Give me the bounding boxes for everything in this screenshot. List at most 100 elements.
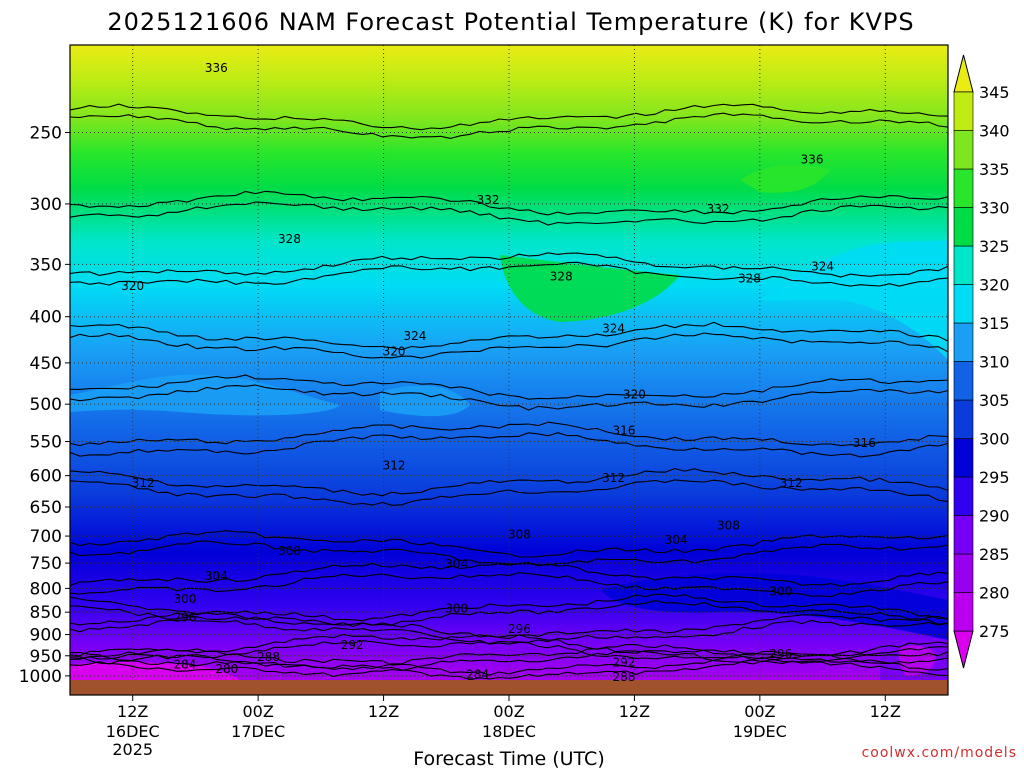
contour-line <box>70 374 948 400</box>
warm-intrusion-east <box>760 240 948 360</box>
contour-label: 332 <box>707 202 730 216</box>
x-tick-label: 12Z <box>117 702 148 721</box>
contour-line <box>70 112 948 139</box>
colorbar-label: 310 <box>979 353 1010 372</box>
contour-label: 312 <box>383 459 406 473</box>
contour-label: 288 <box>257 650 280 664</box>
colorbar-segment <box>953 476 974 516</box>
contour-label: 292 <box>613 655 636 669</box>
x-tick-label: 12Z <box>368 702 399 721</box>
colorbar-segment <box>953 168 974 208</box>
x-tick-label: 00Z <box>242 702 273 721</box>
contour-label: 328 <box>550 269 573 283</box>
contour-label: 312 <box>602 471 625 485</box>
contour-label: 304 <box>445 557 468 571</box>
contour-label: 312 <box>780 476 803 490</box>
contour-line <box>70 332 948 359</box>
y-tick-label: 550 <box>30 433 62 453</box>
x-axis-label: Forecast Time (UTC) <box>413 748 604 768</box>
field-features <box>70 164 948 680</box>
gridlines <box>70 45 948 695</box>
contour-label: 300 <box>769 584 792 598</box>
colorbar-label: 290 <box>979 507 1010 526</box>
contour-label: 320 <box>383 344 406 358</box>
contour-label: 292 <box>341 638 364 652</box>
y-tick-label: 400 <box>30 308 62 328</box>
colorbar: 275 280 285 290 295 300 305 310 315 320 325 330 335 3… <box>953 54 1010 669</box>
contour-label: 280 <box>215 662 238 676</box>
y-tick-label: 700 <box>30 527 62 547</box>
y-tick-label: 800 <box>30 579 62 599</box>
y-tick-label: 350 <box>30 255 62 275</box>
contour-label: 324 <box>602 321 625 335</box>
terrain-band <box>70 680 948 695</box>
colorbar-segment <box>953 553 974 593</box>
y-tick-label: 650 <box>30 498 62 518</box>
contour-label: 296 <box>174 611 197 625</box>
y-tick-label: 750 <box>30 554 62 574</box>
contour-label: 332 <box>477 193 500 207</box>
y-tick-label: 500 <box>30 395 62 415</box>
colorbar-segment <box>953 438 974 478</box>
contour-label: 336 <box>801 153 824 167</box>
contour-line <box>70 468 948 497</box>
colorbar-label: 280 <box>979 584 1010 603</box>
colorbar-label: 320 <box>979 276 1010 295</box>
contour-label: 320 <box>121 279 144 293</box>
contour-line <box>70 654 948 681</box>
colorbar-label: 340 <box>979 122 1010 141</box>
colorbar-segment <box>953 592 974 632</box>
green-lobe-center <box>500 255 680 322</box>
x-tick-label: 12Z <box>870 702 901 721</box>
colorbar-label: 305 <box>979 391 1010 410</box>
contour-label: 312 <box>132 476 155 490</box>
contour-label: 300 <box>445 601 468 615</box>
colorbar-segment <box>953 130 974 170</box>
contour-label: 316 <box>613 424 636 438</box>
colorbar-label: 330 <box>979 199 1010 218</box>
contour-line <box>70 619 948 645</box>
contour-line <box>70 593 948 622</box>
colorbar-segment <box>953 361 974 401</box>
contour-line <box>70 612 948 640</box>
contour-label: 304 <box>665 533 688 547</box>
colorbar-label: 295 <box>979 468 1010 487</box>
contour-line <box>70 540 948 566</box>
y-tick-label: 1000 <box>19 667 62 687</box>
colorbar-label: 300 <box>979 430 1010 449</box>
contour-label: 324 <box>811 260 834 274</box>
y-tick-label: 850 <box>30 603 62 623</box>
colorbar-segment <box>953 322 974 362</box>
contour-label: 288 <box>613 670 636 684</box>
y-tick-label: 950 <box>30 647 62 667</box>
y-tick-label: 450 <box>30 354 62 374</box>
colorbar-label: 315 <box>979 314 1010 333</box>
credit-text: coolwx.com/models <box>862 745 1017 761</box>
colorbar-segment <box>953 515 974 555</box>
y-tick-label: 300 <box>30 195 62 215</box>
colorbar-extend-top <box>953 54 974 93</box>
x-date-label: 16DEC <box>106 722 160 741</box>
contour-line <box>70 572 948 598</box>
x-tick-label: 00Z <box>493 702 524 721</box>
chart-title: 2025121606 NAM Forecast Potential Temper… <box>107 8 914 36</box>
y-tick-label: 250 <box>30 123 62 143</box>
contour-label: 336 <box>205 61 228 75</box>
contour-label: 308 <box>508 527 531 541</box>
contour-label: 304 <box>205 569 228 583</box>
contour-label: 324 <box>403 329 426 343</box>
contour-line <box>70 633 948 657</box>
contour-label: 320 <box>623 388 646 402</box>
y-axis: 250 300 350 400 450 500 550 600 650 700 750 800 850 9… <box>19 123 70 687</box>
colorbar-label: 325 <box>979 237 1010 256</box>
colorbar-extend-bottom <box>953 630 974 669</box>
colorbar-label: 275 <box>979 622 1010 641</box>
x-date-label: 17DEC <box>231 722 285 741</box>
colorbar-segment <box>953 284 974 324</box>
colorbar-segment <box>953 399 974 439</box>
colorbar-segment <box>953 245 974 285</box>
contour-label: 316 <box>853 436 876 450</box>
